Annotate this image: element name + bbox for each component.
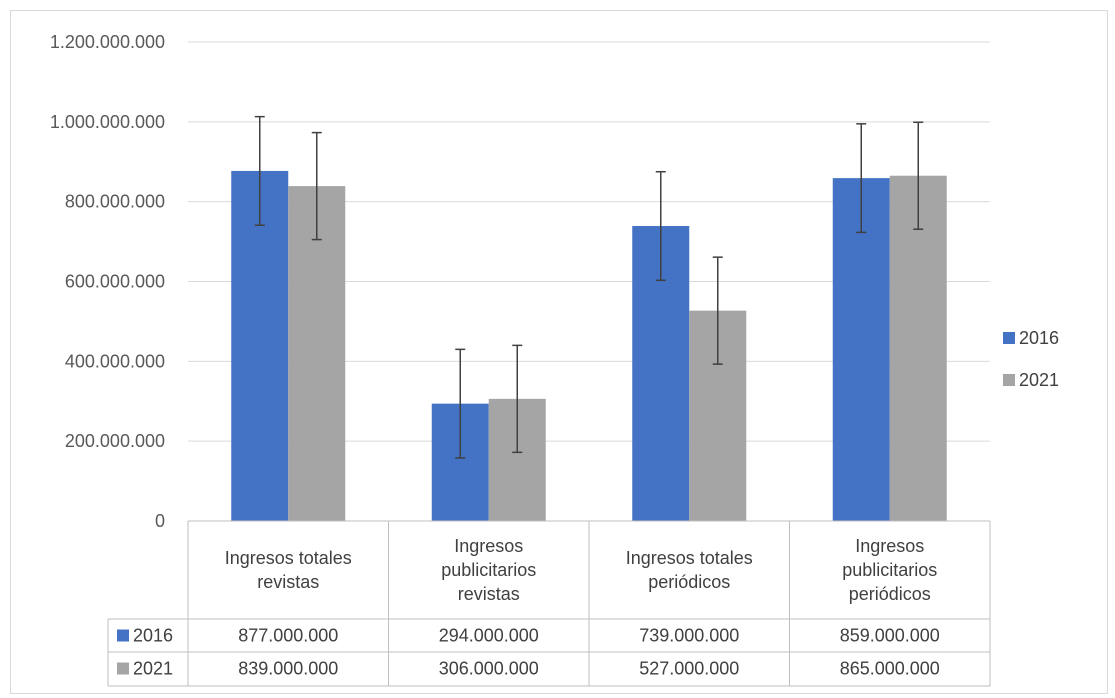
legend-label: 2021 [1019, 370, 1059, 390]
table-cell: 839.000.000 [238, 659, 338, 679]
x-category-label: publicitarios [842, 560, 937, 580]
table-legend-key [117, 662, 129, 675]
x-category-label: periódicos [648, 572, 730, 592]
table-cell: 865.000.000 [840, 659, 940, 679]
x-category-label: periódicos [849, 584, 931, 604]
y-tick-label: 1.000.000.000 [50, 112, 165, 132]
x-category-label: publicitarios [441, 560, 536, 580]
table-row-label: 2021 [133, 659, 173, 679]
y-tick-label: 400.000.000 [65, 351, 165, 371]
table-row-label: 2016 [133, 626, 173, 646]
y-tick-label: 1.200.000.000 [50, 32, 165, 52]
x-category-label: Ingresos [454, 536, 523, 556]
table-cell: 877.000.000 [238, 626, 338, 646]
table-cell: 294.000.000 [439, 626, 539, 646]
y-tick-label: 800.000.000 [65, 192, 165, 212]
table-cell: 739.000.000 [639, 626, 739, 646]
legend-swatch [1003, 374, 1015, 386]
bar-2021 [288, 186, 346, 521]
table-cell: 859.000.000 [840, 626, 940, 646]
x-category-label: revistas [257, 572, 319, 592]
table-legend-key [117, 629, 129, 642]
legend-swatch [1003, 332, 1015, 344]
y-tick-label: 200.000.000 [65, 431, 165, 451]
legend-label: 2016 [1019, 328, 1059, 348]
x-category-label: Ingresos [855, 536, 924, 556]
bar-2016 [231, 170, 289, 521]
chart-frame [10, 10, 1108, 694]
x-category-label: revistas [458, 584, 520, 604]
table-cell: 527.000.000 [639, 659, 739, 679]
y-tick-label: 600.000.000 [65, 272, 165, 292]
bar-2016 [832, 178, 890, 521]
y-tick-label: 0 [155, 511, 165, 531]
bar-2021 [889, 175, 947, 522]
x-category-label: Ingresos totales [626, 548, 753, 568]
x-category-label: Ingresos totales [225, 548, 352, 568]
table-cell: 306.000.000 [439, 659, 539, 679]
